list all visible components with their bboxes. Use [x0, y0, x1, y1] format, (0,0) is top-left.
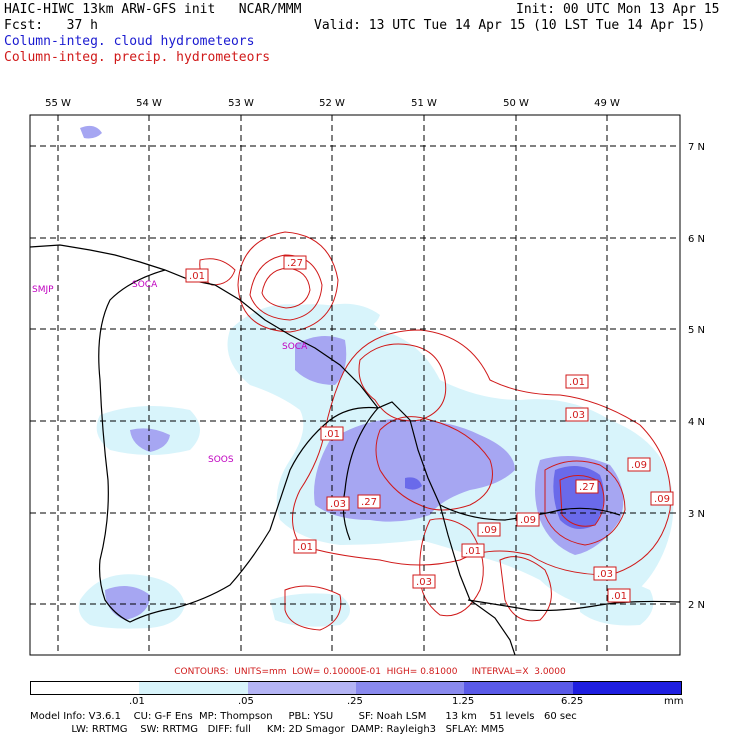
- station-label: SMJP: [32, 285, 54, 295]
- colorbar-units: mm: [664, 696, 684, 707]
- colorbar-swatch: [355, 682, 465, 694]
- precip-contours: [199, 231, 672, 631]
- colorbar-swatch: [464, 682, 573, 694]
- contour-label: .03: [565, 407, 589, 422]
- contour-label: .01: [565, 374, 589, 389]
- lon-label: 50 W: [503, 98, 529, 109]
- svg-text:.09: .09: [654, 494, 670, 505]
- contour-label: .01: [461, 543, 485, 558]
- valid-time: Valid: 13 UTC Tue 14 Apr 15 (10 LST Tue …: [314, 18, 706, 33]
- svg-text:.09: .09: [631, 460, 647, 471]
- contour-legend: CONTOURS: UNITS=mm LOW= 0.10000E-01 HIGH…: [174, 667, 566, 677]
- svg-text:.01: .01: [465, 546, 481, 557]
- contour-label: .01: [293, 539, 317, 554]
- lat-label: 7 N: [688, 142, 705, 153]
- lon-label: 52 W: [319, 98, 345, 109]
- contour-label: .09: [650, 491, 674, 506]
- coastlines: [29, 244, 681, 656]
- contour-label: .27: [283, 255, 307, 270]
- svg-text:.03: .03: [569, 410, 585, 421]
- svg-text:.01: .01: [189, 271, 205, 282]
- contour-label: .27: [575, 479, 599, 494]
- colorbar-swatch: [139, 682, 248, 694]
- colorbar-swatch: [31, 682, 140, 694]
- svg-text:.03: .03: [416, 577, 432, 588]
- svg-text:.03: .03: [597, 569, 613, 580]
- lon-label: 54 W: [136, 98, 162, 109]
- precip-field-label: Column-integ. precip. hydrometeors: [4, 50, 271, 65]
- lat-label: 5 N: [688, 325, 705, 336]
- init-time: Init: 00 UTC Mon 13 Apr 15: [516, 2, 720, 17]
- lat-label: 4 N: [688, 417, 705, 428]
- model-info-line1: Model Info: V3.6.1 CU: G-F Ens MP: Thomp…: [30, 711, 577, 722]
- header-title: HAIC-HIWC 13km ARW-GFS init NCAR/MMM: [4, 2, 302, 17]
- station-label: SOOS: [208, 455, 234, 465]
- station-label: SOCA: [132, 280, 158, 290]
- contour-label: .01: [607, 588, 631, 603]
- colorbar: [30, 681, 682, 695]
- lat-label: 2 N: [688, 600, 705, 611]
- svg-text:.27: .27: [361, 497, 377, 508]
- colorbar-label: 1.25: [452, 696, 475, 707]
- contour-label: .09: [516, 512, 540, 527]
- contour-label: .09: [627, 457, 651, 472]
- colorbar-label: .01: [129, 696, 145, 707]
- svg-text:.01: .01: [297, 542, 313, 553]
- contour-labels: .27 .01 .01 .03 .01 .03 .27 .09 .09 .09 …: [185, 255, 674, 603]
- colorbar-label: .25: [347, 696, 363, 707]
- svg-text:.09: .09: [481, 525, 497, 536]
- contour-label: .01: [185, 268, 209, 283]
- colorbar-label: .05: [238, 696, 254, 707]
- cloud-field-label: Column-integ. cloud hydrometeors: [4, 34, 255, 49]
- svg-text:.01: .01: [324, 429, 340, 440]
- model-info-line2: LW: RRTMG SW: RRTMG DIFF: full KM: 2D Sm…: [30, 724, 505, 735]
- contour-label: .03: [326, 496, 350, 511]
- svg-text:.01: .01: [611, 591, 627, 602]
- svg-text:.01: .01: [569, 377, 585, 388]
- map-border: [29, 114, 681, 656]
- colorbar-label: 6.25: [561, 696, 584, 707]
- lon-label: 55 W: [45, 98, 71, 109]
- contour-label: .01: [320, 426, 344, 441]
- svg-text:.27: .27: [287, 258, 303, 269]
- graticule: [30, 115, 680, 655]
- svg-text:.09: .09: [520, 515, 536, 526]
- lon-label: 49 W: [594, 98, 620, 109]
- colorbar-swatch: [572, 682, 681, 694]
- contour-label: .27: [357, 494, 381, 509]
- contour-label: .03: [412, 574, 436, 589]
- contour-label: .03: [593, 566, 617, 581]
- lon-label: 53 W: [228, 98, 254, 109]
- svg-text:.27: .27: [579, 482, 595, 493]
- forecast-hour: Fcst: 37 h: [4, 18, 98, 33]
- lat-label: 3 N: [688, 509, 705, 520]
- lon-label: 51 W: [411, 98, 437, 109]
- svg-text:.03: .03: [330, 499, 346, 510]
- contour-label: .09: [477, 522, 501, 537]
- station-label: SOCA: [282, 342, 308, 352]
- lat-label: 6 N: [688, 234, 705, 245]
- colorbar-swatch: [247, 682, 356, 694]
